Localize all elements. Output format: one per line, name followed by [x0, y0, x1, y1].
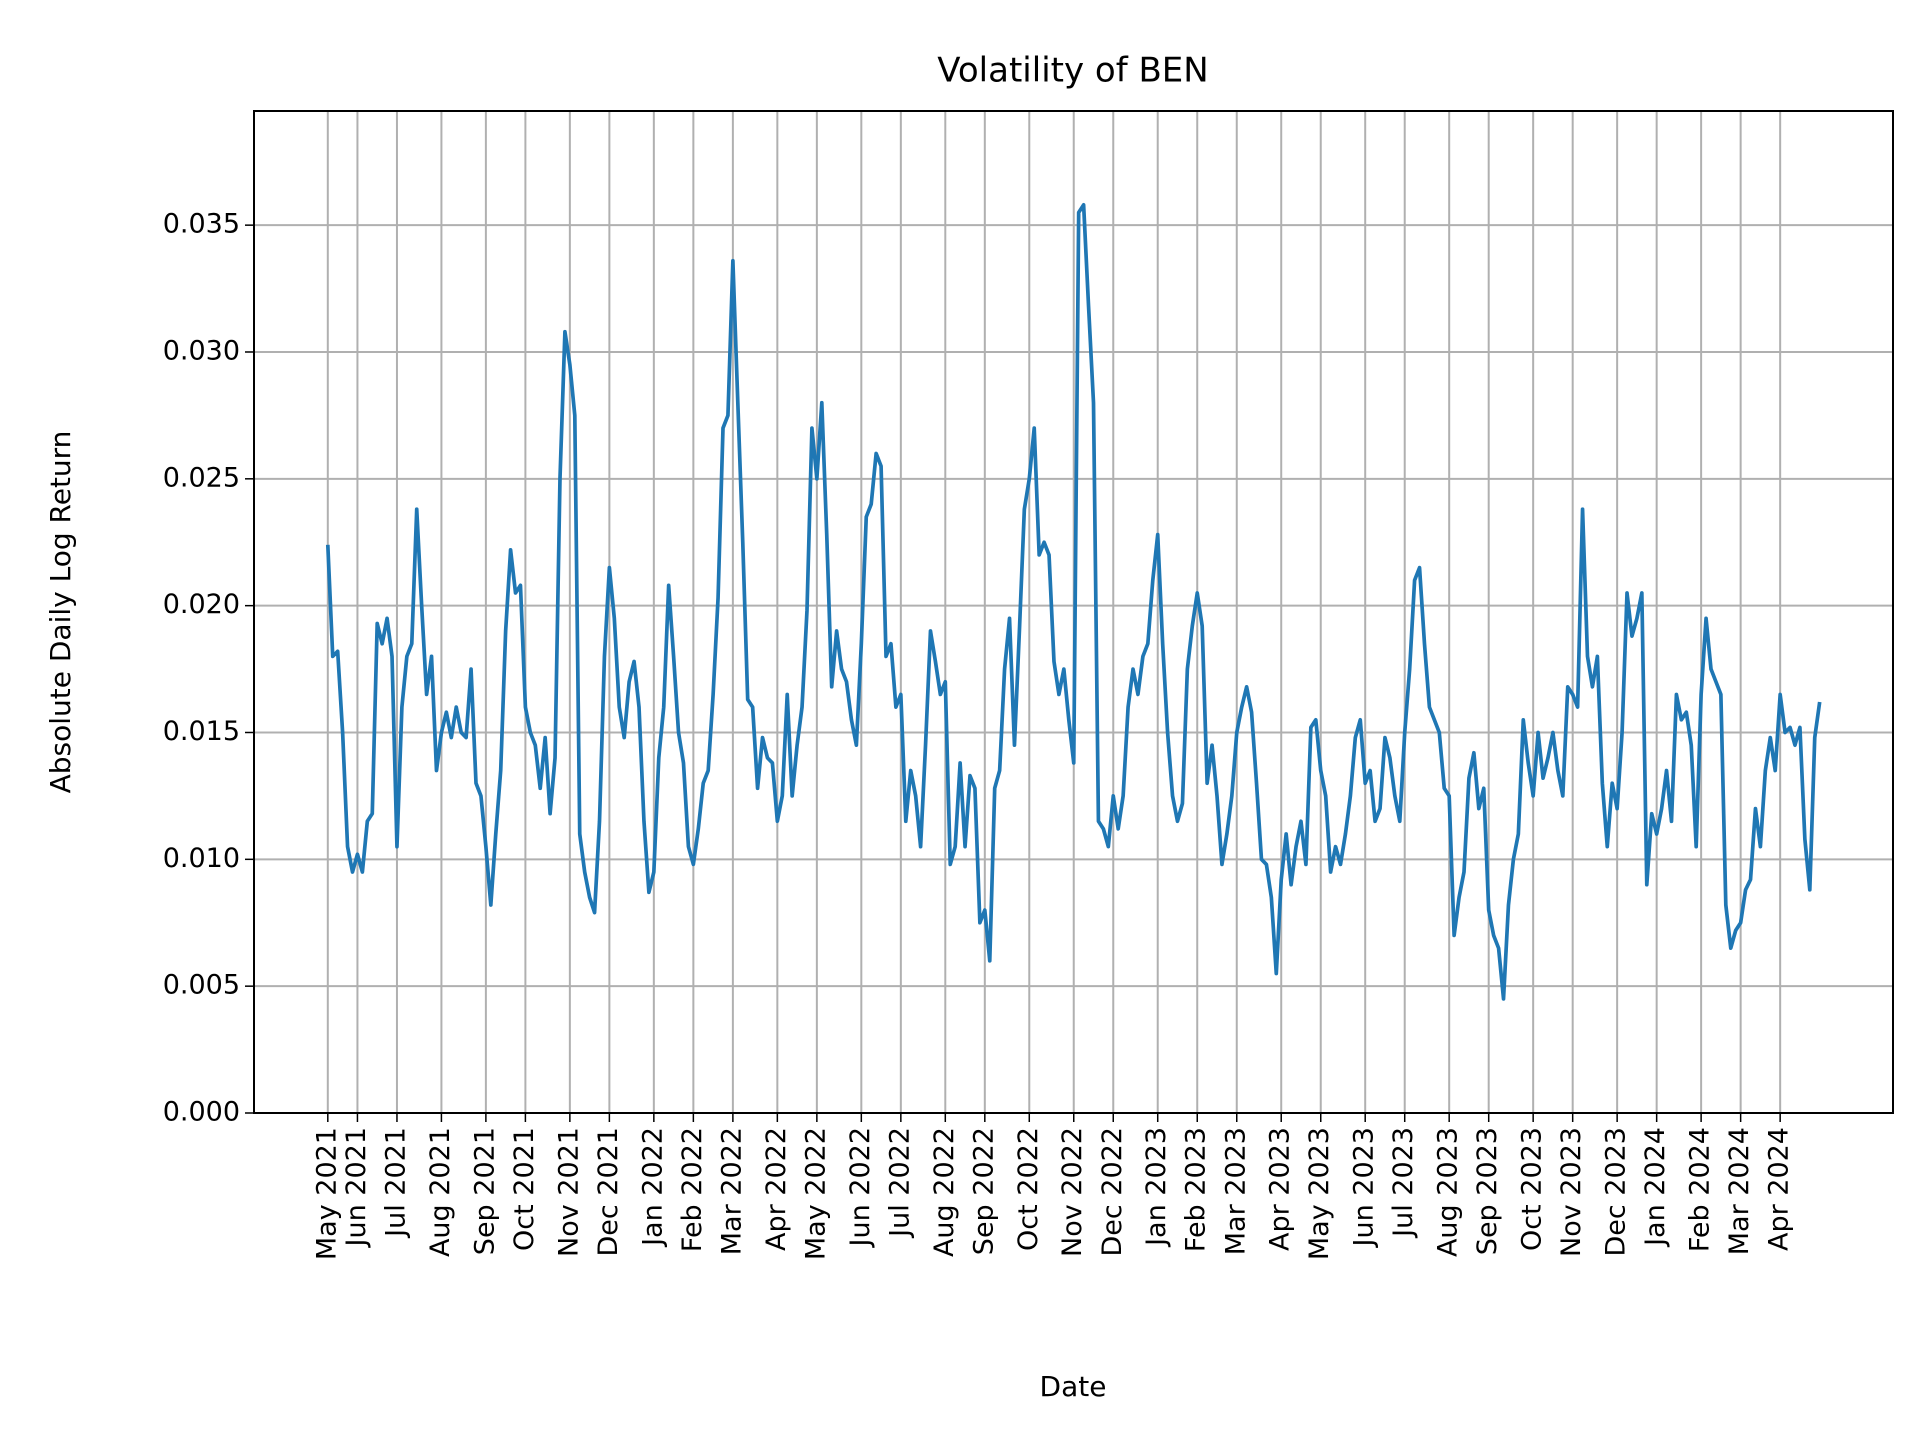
chart-title: Volatility of BEN	[937, 51, 1208, 91]
x-tick-label: Sep 2023	[1472, 1127, 1503, 1255]
x-tick-label: Jun 2021	[341, 1127, 372, 1248]
x-tick-label: Sep 2022	[968, 1127, 999, 1255]
x-tick-label: Aug 2023	[1433, 1127, 1464, 1257]
x-axis-label: Date	[1040, 1370, 1107, 1403]
x-tick-label: May 2021	[311, 1127, 342, 1260]
y-tick-label: 0.000	[163, 1097, 240, 1128]
x-tick-label: Dec 2021	[593, 1127, 624, 1257]
x-tick-label: Dec 2023	[1601, 1127, 1632, 1257]
x-tick-label: Aug 2021	[425, 1127, 456, 1257]
x-tick-label: Jun 2023	[1349, 1127, 1380, 1248]
x-tick-label: Jan 2022	[637, 1127, 668, 1248]
data-line	[325, 203, 1822, 1001]
x-tick-label: Feb 2024	[1685, 1127, 1716, 1252]
x-tick-label: Aug 2022	[929, 1127, 960, 1257]
x-tick-label: Apr 2022	[761, 1127, 792, 1251]
x-tick-label: Feb 2022	[677, 1127, 708, 1252]
y-axis-label: Absolute Daily Log Return	[44, 431, 77, 794]
x-tick-label: Oct 2022	[1013, 1127, 1044, 1251]
x-tick-label: Mar 2024	[1724, 1127, 1755, 1255]
y-tick-label: 0.025	[163, 462, 240, 493]
x-tick-label: Oct 2023	[1517, 1127, 1548, 1251]
x-tick-label: Jul 2022	[884, 1127, 915, 1239]
x-tick-label: Feb 2023	[1181, 1127, 1212, 1252]
plot-frame	[253, 110, 1894, 1114]
x-tick-label: Apr 2024	[1764, 1127, 1795, 1251]
y-tick-label: 0.010	[163, 843, 240, 874]
x-tick-label: Jul 2021	[380, 1127, 411, 1239]
x-tick-label: Jan 2023	[1141, 1127, 1172, 1248]
x-tick-label: Nov 2023	[1556, 1127, 1587, 1257]
x-tick-label: Nov 2021	[553, 1127, 584, 1257]
x-tick-label: Dec 2022	[1097, 1127, 1128, 1257]
x-tick-label: Jan 2024	[1640, 1127, 1671, 1248]
x-tick-label: Mar 2023	[1220, 1127, 1251, 1255]
y-tick-label: 0.030	[163, 335, 240, 366]
x-tick-label: Apr 2023	[1265, 1127, 1296, 1251]
x-tick-label: Mar 2022	[716, 1127, 747, 1255]
y-tick-label: 0.005	[163, 970, 240, 1001]
x-tick-label: May 2023	[1304, 1127, 1335, 1260]
x-tick-label: Jul 2023	[1388, 1127, 1419, 1239]
y-tick-label: 0.020	[163, 589, 240, 620]
x-tick-label: Nov 2022	[1057, 1127, 1088, 1257]
y-tick-label: 0.035	[163, 209, 240, 240]
x-tick-label: May 2022	[800, 1127, 831, 1260]
x-tick-label: Oct 2021	[509, 1127, 540, 1251]
y-tick-label: 0.015	[163, 716, 240, 747]
x-tick-label: Jun 2022	[845, 1127, 876, 1248]
x-tick-label: Sep 2021	[469, 1127, 500, 1255]
